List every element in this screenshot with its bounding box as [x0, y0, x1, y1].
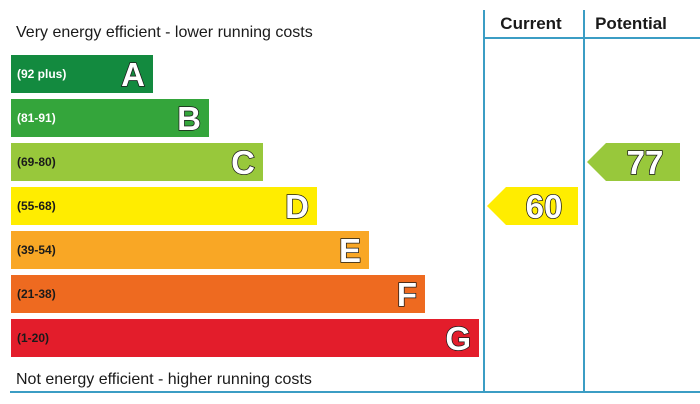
- band-letter-f: F: [397, 276, 417, 313]
- band-f: (21-38) F: [11, 275, 425, 314]
- rating-bands: (92 plus) A (81-91) B (69-80) C (55-68) D (39-54…: [11, 55, 479, 358]
- band-range-f: (21-38): [17, 287, 56, 301]
- band-a: (92 plus) A: [11, 55, 153, 94]
- band-letter-a: A: [121, 56, 145, 93]
- potential-rating-arrow: 77: [587, 143, 680, 182]
- potential-rating-arrow-shape: [587, 143, 680, 181]
- band-letter-c: C: [231, 144, 255, 181]
- band-letter-d: D: [285, 188, 309, 225]
- chart-frame: [10, 10, 700, 393]
- current-rating-arrow-value: 60: [526, 188, 563, 225]
- band-g: (1-20) G: [11, 319, 479, 358]
- band-bar-a: [11, 55, 153, 93]
- current-rating-arrow: 60: [487, 187, 578, 226]
- band-range-g: (1-20): [17, 331, 49, 345]
- band-c: (69-80) C: [11, 143, 263, 182]
- band-range-a: (92 plus): [17, 67, 66, 81]
- band-letter-g: G: [445, 320, 471, 357]
- band-letter-b: B: [177, 100, 201, 137]
- top-caption: Very energy efficient - lower running co…: [16, 24, 313, 41]
- band-range-e: (39-54): [17, 243, 56, 257]
- band-bar-f: [11, 275, 425, 313]
- band-d: (55-68) D: [11, 187, 317, 226]
- current-rating-arrow-shape: [487, 187, 578, 225]
- header-current: Current: [500, 14, 562, 33]
- band-letter-e: E: [339, 232, 361, 269]
- score-arrows: 60 77: [487, 143, 680, 226]
- header-potential: Potential: [595, 14, 667, 33]
- band-bar-c: [11, 143, 263, 181]
- potential-rating-arrow-value: 77: [627, 144, 664, 181]
- band-bar-b: [11, 99, 209, 137]
- band-range-b: (81-91): [17, 111, 56, 125]
- band-bar-d: [11, 187, 317, 225]
- band-b: (81-91) B: [11, 99, 209, 138]
- bottom-caption: Not energy efficient - higher running co…: [16, 371, 312, 388]
- band-bar-g: [11, 319, 479, 357]
- band-range-c: (69-80): [17, 155, 56, 169]
- band-range-d: (55-68): [17, 199, 56, 213]
- band-e: (39-54) E: [11, 231, 369, 270]
- band-bar-e: [11, 231, 369, 269]
